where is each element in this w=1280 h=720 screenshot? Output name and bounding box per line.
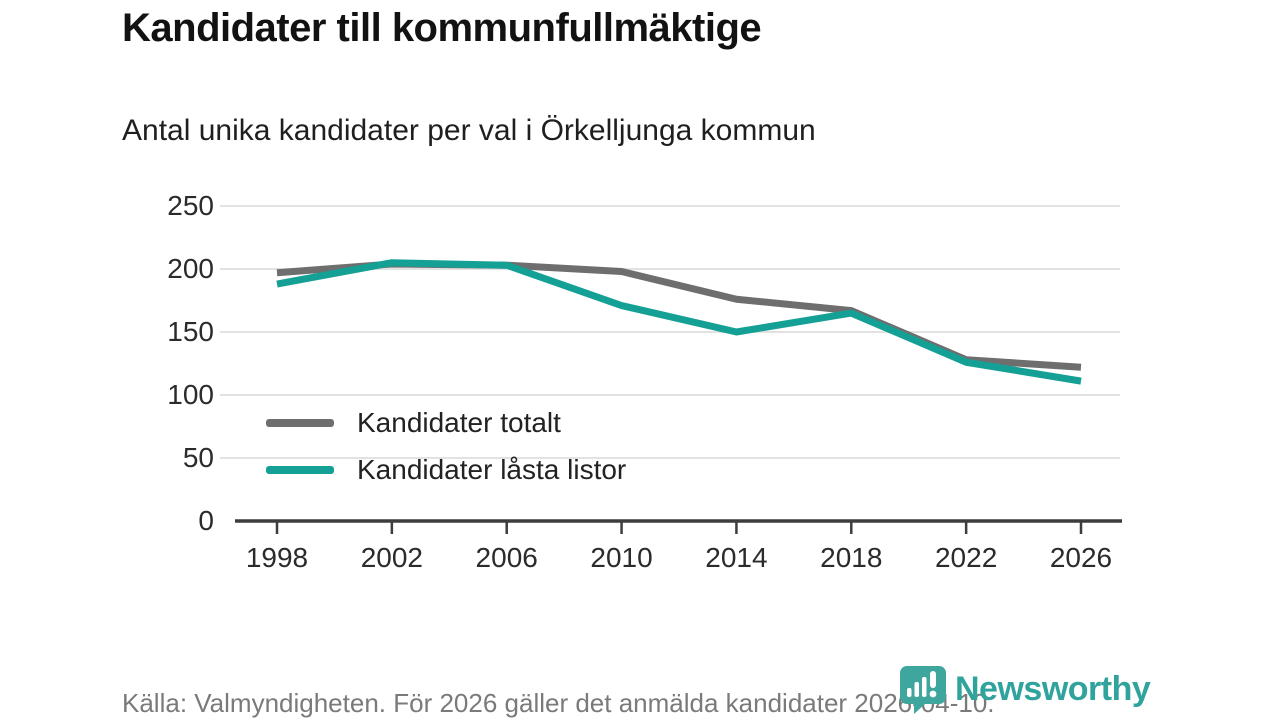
newsworthy-brand: Newsworthy <box>897 664 1151 714</box>
x-tick-label-1998: 1998 <box>245 542 309 573</box>
legend-item-1: Kandidater låsta listor <box>266 446 626 493</box>
y-tick-label-150: 150 <box>167 316 214 347</box>
y-tick-label-250: 250 <box>167 190 214 221</box>
y-tick-label-200: 200 <box>167 253 214 284</box>
x-tick-label-2006: 2006 <box>475 542 538 573</box>
legend-item-0: Kandidater totalt <box>266 399 626 446</box>
legend-label-0: Kandidater totalt <box>357 406 561 438</box>
y-tick-label-50: 50 <box>182 442 214 473</box>
y-tick-label-100: 100 <box>167 379 214 410</box>
legend-label-1: Kandidater låsta listor <box>357 453 627 485</box>
x-tick-label-2002: 2002 <box>360 542 423 573</box>
line-chart <box>220 205 1122 534</box>
legend-swatch-1 <box>266 465 334 474</box>
source-note: Källa: Valmyndigheten. För 2026 gäller d… <box>122 688 995 718</box>
x-tick-label-2018: 2018 <box>820 542 883 573</box>
x-tick-label-2022: 2022 <box>934 542 998 573</box>
newsworthy-logo-icon <box>900 666 946 714</box>
x-tick-label-2014: 2014 <box>705 542 768 573</box>
series-line-1 <box>276 259 1082 385</box>
legend-swatch-0 <box>266 418 334 427</box>
page-title: Kandidater till kommunfullmäktige <box>122 6 762 50</box>
newsworthy-wordmark: Newsworthy <box>955 669 1151 708</box>
y-tick-label-0: 0 <box>198 505 214 536</box>
x-tick-label-2010: 2010 <box>590 542 653 573</box>
chart-subtitle: Antal unika kandidater per val i Örkellj… <box>122 114 816 147</box>
chart-legend: Kandidater totalt Kandidater låsta listor <box>266 399 626 493</box>
x-tick-label-2026: 2026 <box>1049 542 1113 573</box>
